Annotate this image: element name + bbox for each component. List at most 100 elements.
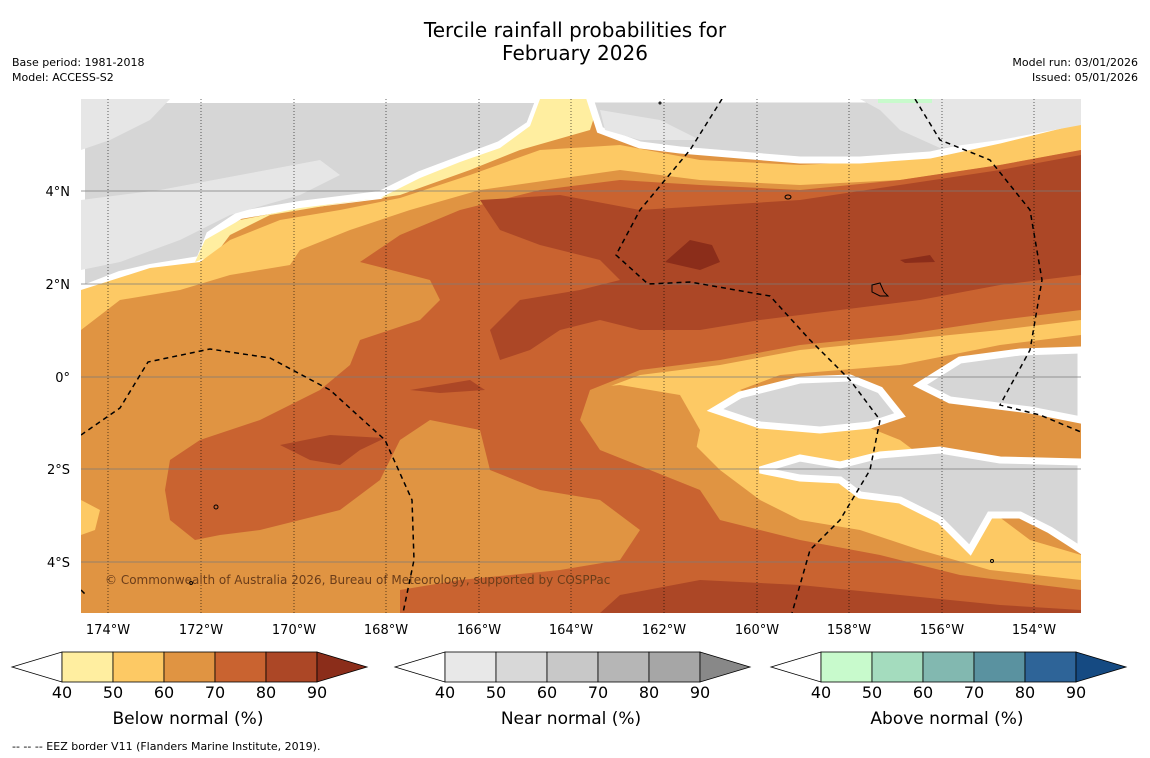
model-info: Base period: 1981-2018 Model: ACCESS-S2 <box>12 55 144 85</box>
below-80-90-small-west <box>280 435 385 465</box>
colorbar-near-label: Near normal (%) <box>500 709 642 729</box>
colorbar-segment <box>214 651 267 683</box>
eez-footnote: -- -- -- EEZ border V11 (Flanders Marine… <box>12 740 321 753</box>
lon-label-162w: 162°W <box>642 623 686 638</box>
lon-label-168w: 168°W <box>364 623 408 638</box>
colorbar-segment <box>922 651 975 683</box>
colorbar-segment <box>973 651 1026 683</box>
lat-label-4n: 4°N <box>46 185 71 200</box>
lat-label-4s: 4°S <box>47 556 70 571</box>
colorbar-high-triangle <box>1075 651 1128 683</box>
below-80-90-south-strip <box>600 580 1081 613</box>
below-80-90-north <box>480 155 1081 360</box>
probability-map[interactable]: © Commonwealth of Australia 2026, Bureau… <box>0 0 1150 640</box>
eez-border-central <box>615 99 881 613</box>
colorbar-low-triangle <box>393 651 446 683</box>
run-info: Model run: 03/01/2026 Issued: 05/01/2026 <box>1012 55 1138 85</box>
eez-border-sw-tick <box>81 589 87 596</box>
lat-lines <box>81 190 1081 563</box>
eez-border-east <box>914 99 1081 433</box>
colorbar-above-label: Above normal (%) <box>870 709 1024 729</box>
near-normal-ne-light <box>600 99 1081 148</box>
colorbar-near-svg: 40 50 60 70 80 90 <box>393 651 752 702</box>
model-run-date: Model run: 03/01/2026 <box>1012 56 1138 69</box>
eez-border-west <box>81 348 415 613</box>
title-line-2: February 2026 <box>502 41 648 65</box>
colorbar-near-normal: 40 50 60 70 80 90 Near normal (%) <box>393 650 763 730</box>
above-40-50-patch <box>878 99 932 103</box>
colorbar-tick-label: 50 <box>486 683 506 702</box>
colorbar-segment <box>1024 651 1077 683</box>
colorbar-tick-label: 60 <box>537 683 557 702</box>
near-normal-lighter-nw <box>81 99 340 270</box>
colorbar-tick-label: 90 <box>1066 683 1086 702</box>
lon-label-170w: 170°W <box>272 623 316 638</box>
colorbar-tick-label: 40 <box>435 683 455 702</box>
base-period: Base period: 1981-2018 <box>12 56 145 69</box>
eez-borders <box>81 99 1081 613</box>
below-40-50-band-north <box>195 99 600 262</box>
lon-label-164w: 164°W <box>549 623 593 638</box>
colorbar-tick-label: 70 <box>964 683 984 702</box>
lon-label-174w: 174°W <box>86 623 130 638</box>
colorbar-tick-label: 90 <box>307 683 327 702</box>
colorbar-segment <box>112 651 165 683</box>
colorbar-segment <box>648 651 701 683</box>
colorbar-tick-label: 60 <box>913 683 933 702</box>
colorbar-segment <box>871 651 924 683</box>
lon-label-156w: 156°W <box>920 623 964 638</box>
lon-label-158w: 158°W <box>827 623 871 638</box>
colorbar-below-svg: 40 50 60 70 80 90 <box>10 651 369 702</box>
colorbar-high-triangle <box>699 651 752 683</box>
lon-label-172w: 172°W <box>179 623 223 638</box>
below-80-90-equator-sliver <box>410 380 485 393</box>
lon-label-160w: 160°W <box>735 623 779 638</box>
colorbar-high-triangle <box>316 651 369 683</box>
colorbar-tick-label: 60 <box>154 683 174 702</box>
colorbar-below-label: Below normal (%) <box>112 709 264 729</box>
lon-labels: 174°W 172°W 170°W 168°W 166°W 164°W 162°… <box>86 623 1056 638</box>
colorbar-segment <box>546 651 599 683</box>
colorbar-segment <box>61 651 114 683</box>
near-normal-equator-east <box>706 374 906 434</box>
near-normal-east-1 <box>912 346 1081 424</box>
lat-label-2n: 2°N <box>46 278 71 293</box>
colorbar-below-normal: 40 50 60 70 80 90 Below normal (%) <box>10 650 380 730</box>
lon-label-154w: 154°W <box>1012 623 1056 638</box>
colorbar-low-triangle <box>10 651 63 683</box>
title-line-1: Tercile rainfall probabilities for <box>423 18 727 42</box>
colorbar-tick-label: 80 <box>639 683 659 702</box>
issued-date: Issued: 05/01/2026 <box>1031 71 1138 84</box>
colorbar-tick-label: 70 <box>588 683 608 702</box>
colorbar-tick-label: 50 <box>862 683 882 702</box>
colorbar-segment <box>820 651 873 683</box>
islands <box>189 101 994 585</box>
colorbar-tick-label: 70 <box>205 683 225 702</box>
colorbar-segment <box>495 651 548 683</box>
lat-labels: 4°N 2°N 0° 2°S 4°S <box>46 185 71 571</box>
colorbar-above-svg: 40 50 60 70 80 90 <box>769 651 1128 702</box>
near-normal-region-nw <box>81 99 545 295</box>
map-fill-layers <box>81 99 1081 613</box>
lat-label-0: 0° <box>55 371 70 386</box>
colorbar-tick-label: 80 <box>256 683 276 702</box>
model-name: Model: ACCESS-S2 <box>12 71 114 84</box>
below-50-60-blob-west <box>81 500 100 535</box>
colorbar-tick-label: 40 <box>811 683 831 702</box>
colorbar-above-normal: 40 50 60 70 80 90 Above normal (%) <box>769 650 1139 730</box>
colorbar-segment <box>265 651 318 683</box>
lat-label-2s: 2°S <box>47 463 70 478</box>
lon-label-166w: 166°W <box>457 623 501 638</box>
colorbar-tick-label: 80 <box>1015 683 1035 702</box>
below-90-core <box>665 240 935 270</box>
colorbar-segment <box>597 651 650 683</box>
colorbar-tick-label: 90 <box>690 683 710 702</box>
colorbar-tick-label: 50 <box>103 683 123 702</box>
copyright-text: © Commonwealth of Australia 2026, Bureau… <box>105 573 610 587</box>
below-50-60-band-north <box>81 120 1081 330</box>
colorbar-low-triangle <box>769 651 822 683</box>
colorbar-segment <box>163 651 216 683</box>
map-title: Tercile rainfall probabilities for Febru… <box>0 19 1150 65</box>
colorbar-tick-label: 40 <box>52 683 72 702</box>
colorbar-segment <box>444 651 497 683</box>
